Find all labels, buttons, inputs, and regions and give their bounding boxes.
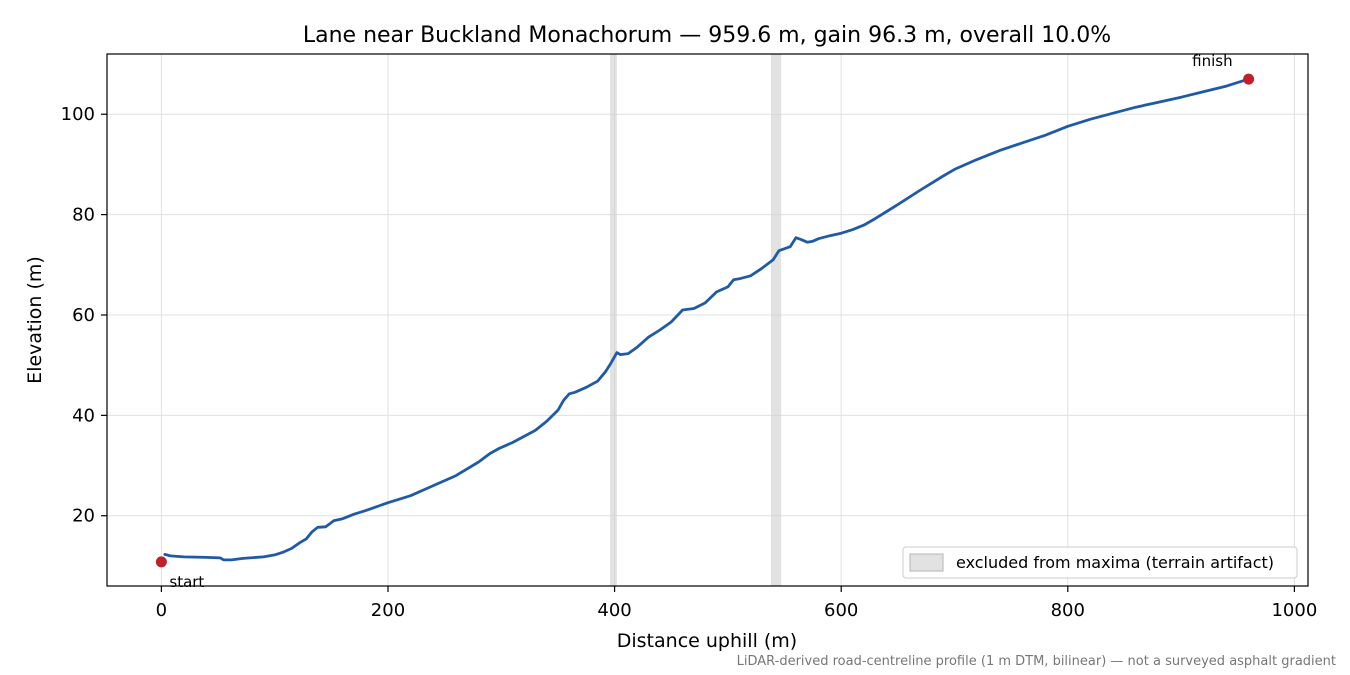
x-tick-label: 600 xyxy=(824,600,858,621)
y-tick-label: 40 xyxy=(72,405,95,426)
plot-series xyxy=(163,77,1250,562)
x-ticks: 0 200 400 600 800 1000 xyxy=(156,586,1317,621)
x-tick-label: 1000 xyxy=(1271,600,1317,621)
x-axis-label: Distance uphill (m) xyxy=(617,630,797,652)
endpoint-label-finish: finish xyxy=(1192,52,1232,70)
excluded-bands xyxy=(610,54,782,586)
x-tick-label: 400 xyxy=(597,600,631,621)
y-tick-label: 100 xyxy=(61,104,95,125)
excluded-band xyxy=(770,54,782,586)
y-tick-label: 60 xyxy=(72,305,95,326)
plot-frame xyxy=(106,53,1309,587)
legend-label-excluded: excluded from maxima (terrain artifact) xyxy=(956,553,1274,572)
gridlines xyxy=(107,54,1308,586)
endpoint-marker-start xyxy=(155,556,167,568)
endpoint-label-start: start xyxy=(169,573,204,591)
endpoint-marker-finish xyxy=(1243,73,1255,85)
excluded-band xyxy=(610,54,617,586)
legend-box xyxy=(902,546,1298,579)
y-axis-label: Elevation (m) xyxy=(24,256,46,384)
y-tick-label: 80 xyxy=(72,205,95,226)
caption: LiDAR-derived road-centreline profile (1… xyxy=(737,654,1336,669)
endpoint-markers: start finish xyxy=(155,52,1255,591)
y-tick-label: 20 xyxy=(72,506,95,527)
chart-title: Lane near Buckland Monachorum — 959.6 m,… xyxy=(303,23,1111,48)
x-tick-label: 0 xyxy=(156,600,167,621)
legend: excluded from maxima (terrain artifact) xyxy=(902,546,1298,579)
x-tick-label: 800 xyxy=(1051,600,1085,621)
y-ticks: 20 40 60 80 100 xyxy=(61,104,107,527)
elevation-line xyxy=(163,77,1250,562)
legend-swatch-excluded xyxy=(909,553,944,572)
x-tick-label: 200 xyxy=(371,600,405,621)
